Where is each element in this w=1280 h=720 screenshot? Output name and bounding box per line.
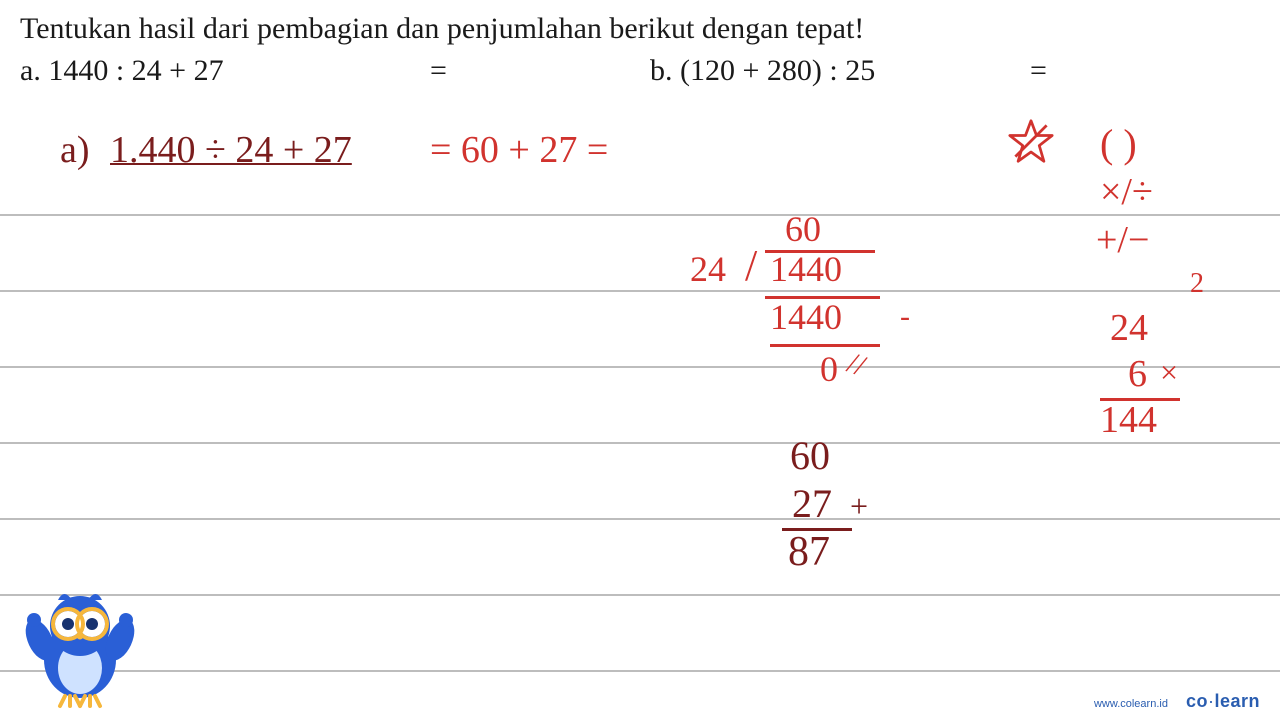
footer: www.colearn.id co·learn: [1094, 691, 1260, 712]
question-part-b: b. (120 + 280) : 25: [650, 54, 875, 88]
longdiv-result-line: [770, 344, 880, 347]
footer-url: www.colearn.id: [1094, 698, 1168, 710]
add-n1: 60: [790, 432, 830, 479]
longdiv-dividend: 1440: [770, 248, 842, 290]
mult-n1: 24: [1110, 306, 1148, 350]
question-eq-a: =: [430, 54, 447, 88]
mult-times: ×: [1160, 354, 1178, 391]
longdiv-remainder: 0: [820, 348, 838, 390]
orderops-addsub: +/−: [1096, 218, 1149, 262]
mult-n2: 6: [1128, 352, 1147, 396]
question-eq-b: =: [1030, 54, 1047, 88]
question-title: Tentukan hasil dari pembagian dan penjum…: [20, 12, 864, 46]
mascot-owl-icon: [10, 570, 150, 710]
ruled-paper-bg: [0, 140, 1280, 700]
handwritten-a-label: a): [60, 128, 90, 172]
add-n2: 27: [792, 480, 832, 527]
brand-part-b: learn: [1214, 691, 1260, 711]
handwritten-a-expression: 1.440 ÷ 24 + 27: [110, 128, 352, 172]
handwritten-a-result: = 60 + 27 =: [430, 128, 608, 172]
longdiv-quotient: 60: [785, 208, 821, 250]
footer-brand: co·learn: [1186, 691, 1260, 712]
longdiv-divisor: 24: [690, 248, 726, 290]
mult-carry: 2: [1190, 268, 1204, 300]
longdiv-sub: 1440: [770, 296, 842, 338]
star-icon: [1008, 118, 1054, 174]
add-sum: 87: [788, 528, 830, 576]
longdiv-slash: /: [745, 240, 757, 291]
question-part-a: a. 1440 : 24 + 27: [20, 54, 224, 88]
add-plus: +: [850, 488, 868, 525]
mult-result: 144: [1100, 398, 1157, 442]
orderops-muldiv: ×/÷: [1100, 170, 1153, 214]
longdiv-minus: -: [900, 300, 910, 334]
orderops-paren: ( ): [1100, 120, 1137, 167]
brand-part-a: co: [1186, 691, 1208, 711]
